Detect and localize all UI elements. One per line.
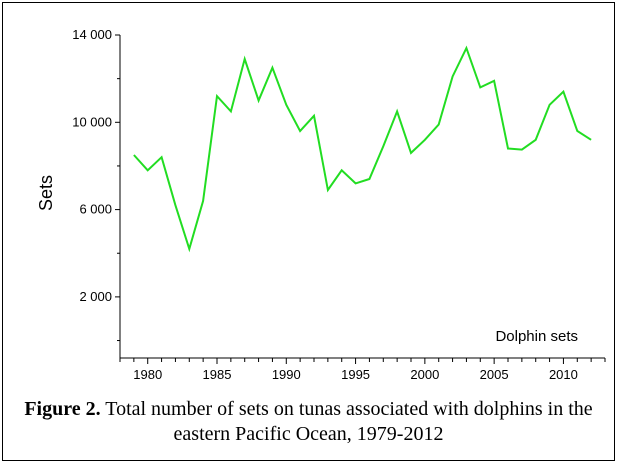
series-annotation: Dolphin sets [495,328,578,345]
x-tick-label: 1995 [341,367,370,382]
x-tick-label: 2010 [549,367,578,382]
x-tick-label: 2000 [410,367,439,382]
line-chart: 2 000 6 000 10 000 14 000 1980 1985 1990 1995 20… [36,27,606,382]
figure-caption: Figure 2. Total number of sets on tunas … [2,397,615,447]
figure-caption-label: Figure 2. [24,398,101,420]
series-line [133,45,592,253]
chart-marks [133,45,592,253]
y-tick-label: 14 000 [72,27,112,42]
x-tick-label: 1985 [203,367,232,382]
chart-axes: 2 000 6 000 10 000 14 000 1980 1985 1990 1995 20… [72,27,606,382]
y-tick-label: 2 000 [79,289,112,304]
y-tick-label: 6 000 [79,202,112,217]
figure-caption-text: Total number of sets on tunas associated… [100,398,593,445]
x-tick-label: 2005 [480,367,509,382]
y-axis-label: Sets [36,175,56,211]
y-tick-label: 10 000 [72,114,112,129]
x-tick-label: 1990 [272,367,301,382]
figure-frame [2,2,615,461]
x-tick-label: 1980 [133,367,162,382]
